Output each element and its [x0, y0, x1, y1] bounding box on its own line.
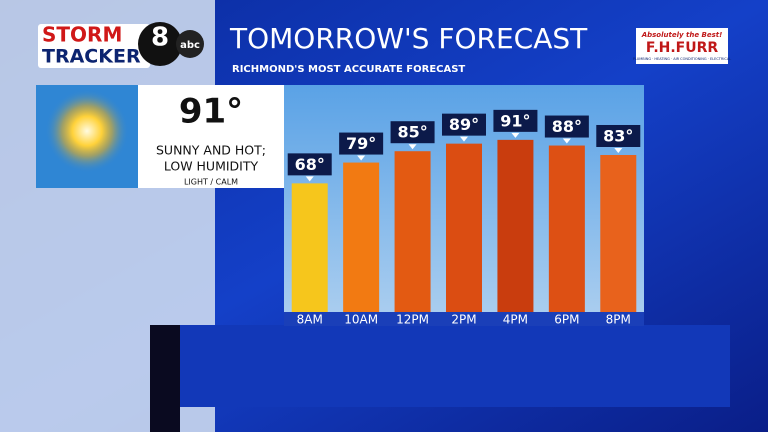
value-label: 68°	[295, 155, 325, 174]
value-label-box	[339, 132, 384, 155]
sponsor-tagline: Absolutely the Best!	[641, 31, 723, 39]
bar	[394, 151, 431, 312]
logo-network: abc	[180, 40, 200, 51]
sun-icon	[45, 89, 129, 173]
sponsor-name: F.H.FURR	[646, 40, 719, 56]
lower-panel	[180, 325, 730, 407]
value-label: 91°	[500, 111, 530, 130]
summary-box	[138, 85, 284, 188]
bar	[497, 139, 534, 312]
value-label-pointer	[357, 155, 366, 161]
x-tick-label: 2PM	[451, 313, 476, 327]
x-tick-label: 8AM	[297, 313, 323, 327]
x-tick-label: 6PM	[554, 313, 579, 327]
logo-number: 8	[151, 23, 169, 53]
sponsor-services: PLUMBING · HEATING · AIR CONDITIONING · …	[633, 57, 731, 61]
bar	[446, 143, 482, 312]
value-label-pointer	[511, 132, 520, 138]
value-label-box	[544, 115, 589, 138]
summary-condition: LOW HUMIDITY	[164, 159, 259, 174]
x-tick-label: 8PM	[606, 313, 631, 327]
logo-box	[38, 24, 150, 68]
value-label-box	[493, 109, 538, 132]
bar	[291, 183, 328, 312]
value-label-pointer	[408, 144, 417, 150]
summary-wind: LIGHT / CALM	[184, 178, 238, 187]
network-badge	[176, 30, 204, 58]
bar	[548, 145, 585, 312]
value-label: 85°	[397, 123, 427, 142]
value-label-pointer	[614, 147, 623, 153]
logo-badge	[138, 22, 182, 66]
value-label-box	[442, 113, 486, 136]
value-label-pointer	[305, 176, 314, 182]
bar	[343, 162, 380, 312]
bar	[600, 154, 637, 312]
label-strip	[284, 312, 644, 326]
value-label: 83°	[603, 126, 633, 145]
value-label: 89°	[449, 115, 479, 134]
value-label-pointer	[460, 136, 468, 142]
chart-title: TOMORROW'S FORECAST	[229, 22, 588, 55]
shadow-block	[150, 325, 180, 432]
logo-top: STORM	[42, 23, 122, 47]
x-tick-label: 4PM	[503, 313, 528, 327]
logo-bottom: TRACKER	[42, 46, 141, 68]
value-label-box	[287, 153, 332, 176]
chart-subtitle: RICHMOND'S MOST ACCURATE FORECAST	[232, 64, 465, 75]
summary-condition: SUNNY AND HOT;	[156, 143, 266, 158]
value-label-box	[390, 121, 435, 144]
x-tick-label: 10AM	[344, 313, 378, 327]
value-label-pointer	[562, 138, 571, 144]
sponsor-box	[636, 28, 728, 64]
value-label: 88°	[552, 117, 582, 136]
summary-temperature: 91°	[179, 92, 243, 132]
value-label: 79°	[346, 134, 376, 153]
x-tick-label: 12PM	[396, 313, 429, 327]
value-label-box	[596, 124, 641, 147]
